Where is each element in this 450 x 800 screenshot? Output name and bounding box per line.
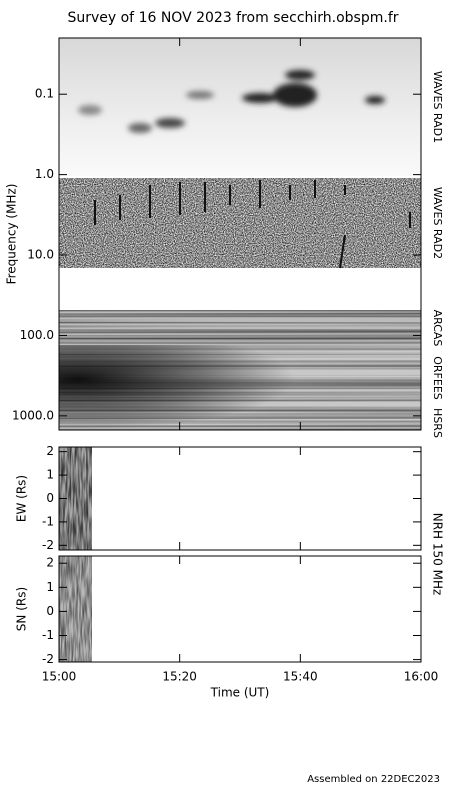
- y-tick-label: 0: [46, 604, 54, 618]
- spectrogram-image: [59, 38, 421, 430]
- x-tick-label: 15:40: [283, 670, 318, 684]
- x-tick-label: 16:00: [404, 670, 439, 684]
- y-axis-title: Frequency (MHz): [5, 184, 19, 285]
- instrument-label: ORFEES: [431, 356, 444, 400]
- instrument-label: WAVES RAD1: [431, 71, 444, 143]
- x-tick-label: 15:00: [42, 670, 77, 684]
- y-tick-label: 0.1: [35, 87, 54, 101]
- y-tick-label: 1: [46, 468, 54, 482]
- y-tick-label: -1: [42, 514, 54, 528]
- instrument-label: ARCAS: [431, 310, 444, 347]
- y-tick-label: -2: [42, 538, 54, 552]
- x-tick-label: 15:20: [162, 670, 197, 684]
- y-tick-label: -1: [42, 628, 54, 642]
- nrh-image: [59, 447, 92, 662]
- y-axis-title: SN (Rs): [15, 587, 29, 631]
- plot-frame: [58, 555, 422, 663]
- instrument-label: WAVES RAD2: [431, 187, 444, 259]
- plot-frame: [58, 37, 422, 431]
- chart-title: Survey of 16 NOV 2023 from secchirh.obsp…: [67, 10, 398, 26]
- y-tick-label: 1.0: [35, 167, 54, 181]
- y-tick-label: 10.0: [27, 248, 54, 262]
- y-tick-label: 1000.0: [12, 408, 54, 422]
- x-axis-title: Time (UT): [210, 686, 270, 700]
- y-tick-label: 100.0: [20, 328, 54, 342]
- instrument-label: NRH 150 MHz: [431, 513, 445, 596]
- y-axis-title: EW (Rs): [15, 475, 29, 522]
- y-tick-label: 0: [46, 491, 54, 505]
- y-tick-label: -2: [42, 652, 54, 666]
- plot-frame: [58, 446, 422, 551]
- footer: Assembled on 22DEC2023: [307, 774, 440, 785]
- y-tick-label: 2: [46, 556, 54, 570]
- y-tick-label: 1: [46, 580, 54, 594]
- instrument-label: HSRS: [431, 408, 444, 438]
- y-tick-label: 2: [46, 444, 54, 458]
